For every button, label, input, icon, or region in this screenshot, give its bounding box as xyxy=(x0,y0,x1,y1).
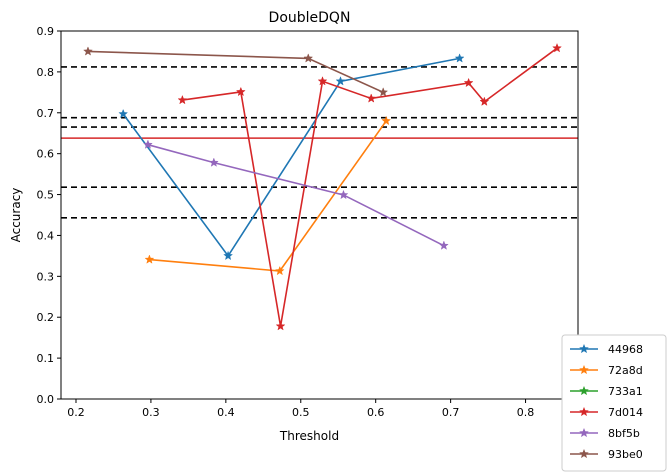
legend-label: 93be0 xyxy=(608,448,643,461)
legend-label: 44968 xyxy=(608,343,643,356)
data-point xyxy=(118,108,129,119)
data-point xyxy=(208,157,219,167)
data-point xyxy=(366,93,377,103)
data-point xyxy=(303,53,314,63)
data-point xyxy=(144,254,155,264)
x-tick-label: 0.4 xyxy=(217,406,235,419)
y-tick-label: 0.9 xyxy=(37,25,55,38)
legend-item-72a8d: 72a8d xyxy=(570,364,643,377)
data-point xyxy=(381,115,392,126)
data-point xyxy=(275,321,286,331)
legend: 44968 72a8d 733a1 7d014 8bf5b 93be0 xyxy=(561,334,667,472)
legend-label: 72a8d xyxy=(608,364,643,377)
series-line xyxy=(182,47,558,327)
plot-area xyxy=(61,42,578,331)
data-point xyxy=(454,53,465,63)
legend-item-44968: 44968 xyxy=(570,343,643,356)
series-line xyxy=(147,143,445,247)
data-point xyxy=(438,240,449,250)
legend-marker xyxy=(579,343,589,354)
y-tick-label: 0.2 xyxy=(37,311,55,324)
x-tick-label: 0.3 xyxy=(142,406,160,419)
data-point xyxy=(235,86,246,97)
legend-item-93be0: 93be0 xyxy=(570,448,643,461)
axes-frame xyxy=(60,30,579,400)
series-72a8d xyxy=(144,115,392,276)
data-point xyxy=(479,96,490,106)
series-8bf5b xyxy=(142,139,449,250)
legend-label: 8bf5b xyxy=(608,427,640,440)
data-point xyxy=(223,250,234,261)
legend-marker xyxy=(579,406,589,417)
legend-marker xyxy=(579,385,589,396)
legend-item-7d014: 7d014 xyxy=(570,406,643,419)
series-line xyxy=(122,57,460,258)
legend-item-733a1: 733a1 xyxy=(570,385,643,398)
data-point xyxy=(274,265,285,276)
x-tick-label: 0.6 xyxy=(367,406,385,419)
legend-marker xyxy=(579,364,589,375)
y-tick-label: 0.7 xyxy=(37,107,55,120)
data-point xyxy=(335,76,346,86)
legend-marker xyxy=(579,427,589,438)
x-tick-label: 0.5 xyxy=(292,406,310,419)
x-axis: 0.2 0.3 0.4 0.5 0.6 0.7 0.8 xyxy=(67,399,534,419)
data-point xyxy=(83,46,93,56)
legend-item-8bf5b: 8bf5b xyxy=(570,427,640,440)
data-point xyxy=(552,42,562,53)
y-tick-label: 0.1 xyxy=(37,352,55,365)
x-axis-label: Threshold xyxy=(279,429,339,443)
y-tick-label: 0.6 xyxy=(37,148,55,161)
data-point xyxy=(142,139,153,149)
series-44968 xyxy=(118,53,465,261)
data-point xyxy=(463,77,474,88)
y-tick-label: 0.4 xyxy=(37,229,55,242)
legend-label: 7d014 xyxy=(608,406,643,419)
y-tick-label: 0.0 xyxy=(37,393,55,406)
data-point xyxy=(177,94,188,105)
series-93be0 xyxy=(83,46,389,97)
y-axis-label: Accuracy xyxy=(9,188,23,243)
series-7d014 xyxy=(177,42,562,331)
legend-label: 733a1 xyxy=(608,385,643,398)
y-axis: 0.0 0.1 0.2 0.3 0.4 0.5 0.6 0.7 0.8 0.9 xyxy=(37,25,61,406)
legend-marker xyxy=(579,448,589,459)
x-tick-label: 0.7 xyxy=(442,406,460,419)
chart-title: DoubleDQN xyxy=(269,10,351,26)
series-line xyxy=(87,50,384,94)
data-point xyxy=(317,76,328,86)
y-tick-label: 0.3 xyxy=(37,270,55,283)
x-tick-label: 0.2 xyxy=(67,406,85,419)
data-point xyxy=(378,87,389,97)
y-tick-label: 0.5 xyxy=(37,189,55,202)
x-tick-label: 0.8 xyxy=(517,406,535,419)
y-tick-label: 0.8 xyxy=(37,66,55,79)
data-point xyxy=(338,189,349,200)
